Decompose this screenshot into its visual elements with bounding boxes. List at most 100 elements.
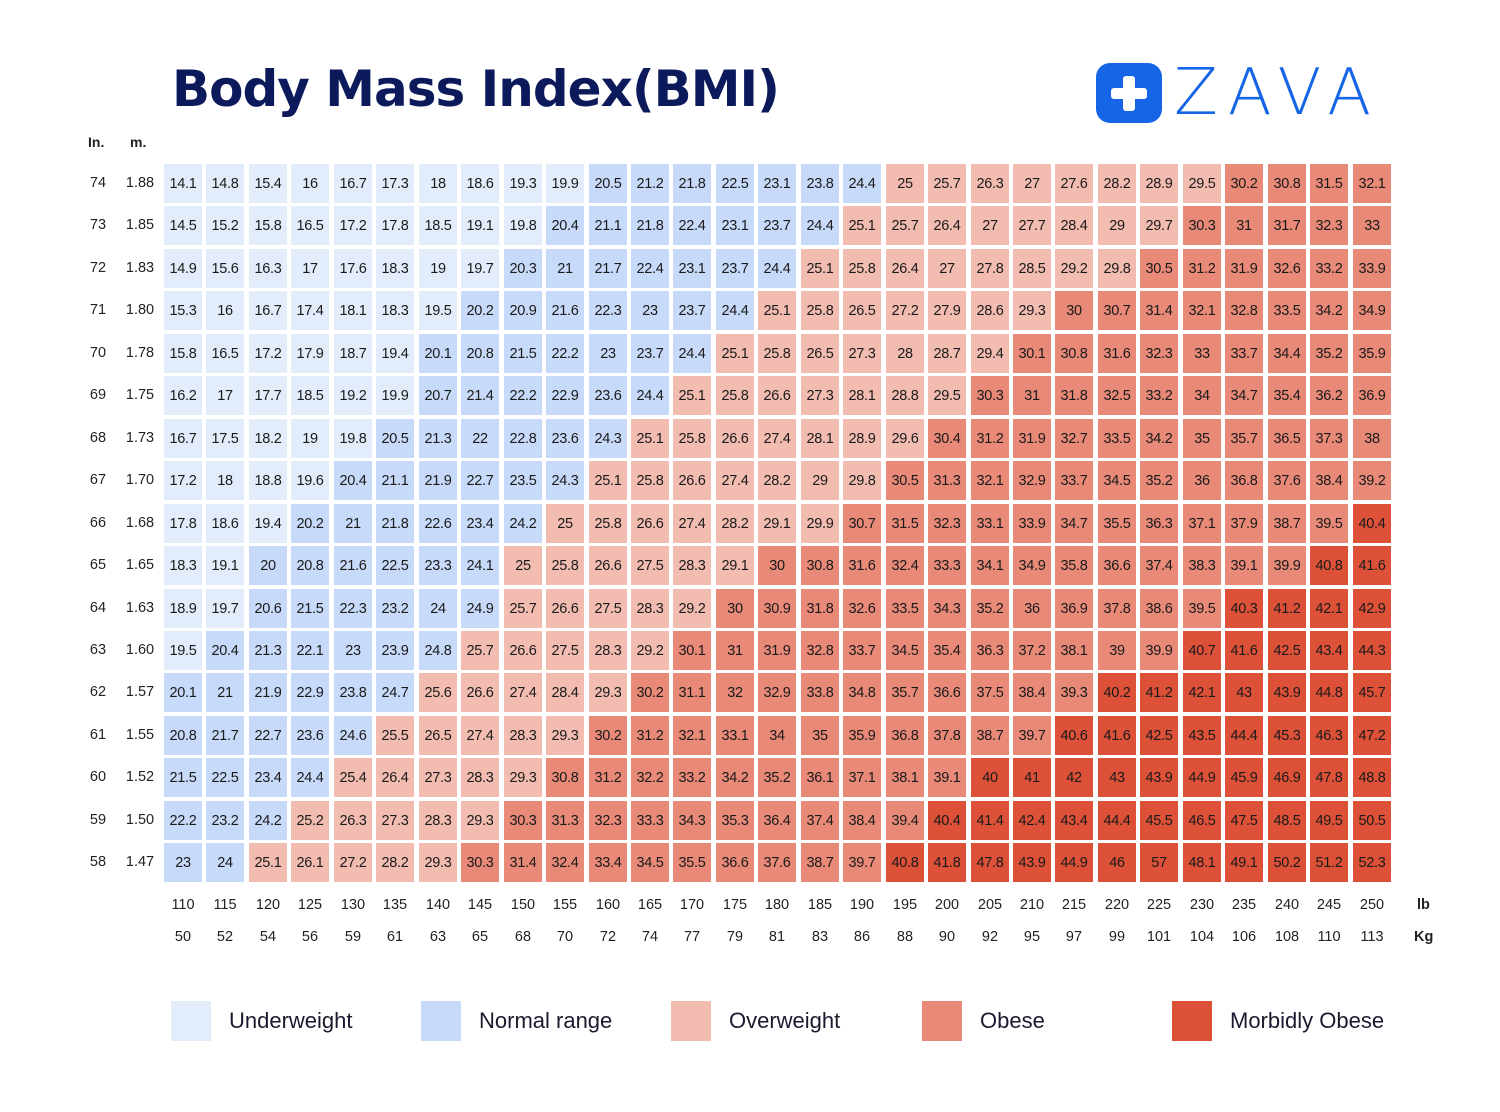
weight-lb-label: 230: [1189, 897, 1215, 913]
bmi-cell: 29.8: [1098, 249, 1136, 288]
bmi-cell: 23.5: [504, 461, 542, 500]
bmi-cell: 33.9: [1013, 504, 1051, 543]
bmi-cell: 35.8: [1055, 546, 1093, 585]
bmi-cell: 18: [206, 461, 244, 500]
bmi-cell: 33.3: [631, 801, 669, 840]
bmi-cell: 27.3: [843, 334, 881, 373]
weight-lb-label: 235: [1231, 897, 1257, 913]
bmi-cell: 39.1: [928, 758, 966, 797]
weight-lb-label: 120: [255, 897, 281, 913]
bmi-cell: 25.7: [461, 631, 499, 670]
bmi-cell: 38.7: [971, 716, 1009, 755]
weight-lb-label: 210: [1019, 897, 1045, 913]
bmi-cell: 36.6: [716, 843, 754, 882]
bmi-cell: 16.5: [291, 206, 329, 245]
bmi-cell: 36.6: [1098, 546, 1136, 585]
bmi-cell: 28.8: [886, 376, 924, 415]
bmi-cell: 43.9: [1140, 758, 1178, 797]
bmi-cell: 57: [1140, 843, 1178, 882]
bmi-cell: 44.4: [1225, 716, 1263, 755]
bmi-cell: 39.5: [1310, 504, 1348, 543]
bmi-cell: 30.2: [631, 673, 669, 712]
bmi-cell: 18.6: [206, 504, 244, 543]
weight-lb-label: 190: [849, 897, 875, 913]
weight-kg-label: 113: [1360, 929, 1384, 945]
bmi-cell: 16.3: [249, 249, 287, 288]
legend-swatch-underweight: [171, 1001, 211, 1041]
weight-kg-label: 52: [216, 929, 234, 945]
bmi-cell: 44.9: [1055, 843, 1093, 882]
bmi-cell: 30.8: [1055, 334, 1093, 373]
bmi-cell: 19.4: [376, 334, 414, 373]
bmi-cell: 33.7: [1225, 334, 1263, 373]
bmi-cell: 25.1: [801, 249, 839, 288]
bmi-cell: 44.4: [1098, 801, 1136, 840]
bmi-cell: 27.4: [758, 419, 796, 458]
zava-logo: ZAVA: [1096, 60, 1381, 126]
bmi-cell: 25.1: [673, 376, 711, 415]
legend-label-normal: Normal range: [479, 1008, 613, 1033]
bmi-cell: 18.8: [249, 461, 287, 500]
bmi-cell: 31: [716, 631, 754, 670]
bmi-cell: 34: [1183, 376, 1221, 415]
bmi-cell: 36.3: [1140, 504, 1178, 543]
bmi-cell: 24.4: [673, 334, 711, 373]
bmi-cell: 26.6: [673, 461, 711, 500]
bmi-cell: 30.8: [801, 546, 839, 585]
bmi-cell: 19.1: [206, 546, 244, 585]
bmi-cell: 17: [291, 249, 329, 288]
bmi-cell: 26.6: [461, 673, 499, 712]
bmi-cell: 29.1: [758, 504, 796, 543]
bmi-cell: 32.3: [589, 801, 627, 840]
bmi-cell: 14.8: [206, 164, 244, 203]
legend-underweight: Underweight: [171, 1001, 353, 1041]
bmi-cell: 35: [801, 716, 839, 755]
bmi-cell: 29.5: [1183, 164, 1221, 203]
bmi-cell: 25: [546, 504, 584, 543]
bmi-cell: 16.7: [249, 291, 287, 330]
bmi-cell: 27.5: [589, 589, 627, 628]
bmi-cell: 40.8: [886, 843, 924, 882]
bmi-cell: 26.1: [291, 843, 329, 882]
bmi-cell: 36.8: [886, 716, 924, 755]
bmi-cell: 16.7: [334, 164, 372, 203]
legend-swatch-normal: [421, 1001, 461, 1041]
bmi-cell: 32.3: [1140, 334, 1178, 373]
bmi-cell: 25.6: [419, 673, 457, 712]
bmi-cell: 18.6: [461, 164, 499, 203]
bmi-cell: 38.7: [1268, 504, 1306, 543]
bmi-cell: 27: [971, 206, 1009, 245]
bmi-cell: 36.4: [758, 801, 796, 840]
weight-lb-label: 135: [382, 897, 408, 913]
bmi-cell: 25: [886, 164, 924, 203]
bmi-cell: 23.1: [673, 249, 711, 288]
bmi-cell: 40.7: [1183, 631, 1221, 670]
height-inches-label: 73: [89, 217, 107, 233]
height-inches-label: 71: [89, 302, 107, 318]
bmi-cell: 20.1: [164, 673, 202, 712]
bmi-cell: 33.2: [673, 758, 711, 797]
bmi-cell: 28.3: [419, 801, 457, 840]
bmi-cell: 45.5: [1140, 801, 1178, 840]
bmi-cell: 34.8: [843, 673, 881, 712]
bmi-cell: 24.7: [376, 673, 414, 712]
bmi-cell: 22.5: [206, 758, 244, 797]
bmi-cell: 20.7: [419, 376, 457, 415]
bmi-cell: 31.2: [631, 716, 669, 755]
bmi-cell: 32.1: [673, 716, 711, 755]
bmi-cell: 14.1: [164, 164, 202, 203]
bmi-cell: 30.3: [461, 843, 499, 882]
bmi-cell: 35.2: [971, 589, 1009, 628]
legend-label-morbidly-obese: Morbidly Obese: [1230, 1008, 1385, 1033]
bmi-cell: 29.5: [928, 376, 966, 415]
height-meters-label: 1.85: [125, 217, 155, 233]
bmi-cell: 23.1: [758, 164, 796, 203]
bmi-cell: 21: [546, 249, 584, 288]
height-inches-label: 74: [89, 175, 107, 191]
bmi-cell: 39.3: [1055, 673, 1093, 712]
weight-kg-label: 81: [768, 929, 786, 945]
bmi-cell: 21.1: [376, 461, 414, 500]
bmi-cell: 32.6: [1268, 249, 1306, 288]
bmi-cell: 32.1: [971, 461, 1009, 500]
weight-lb-label: 195: [892, 897, 918, 913]
